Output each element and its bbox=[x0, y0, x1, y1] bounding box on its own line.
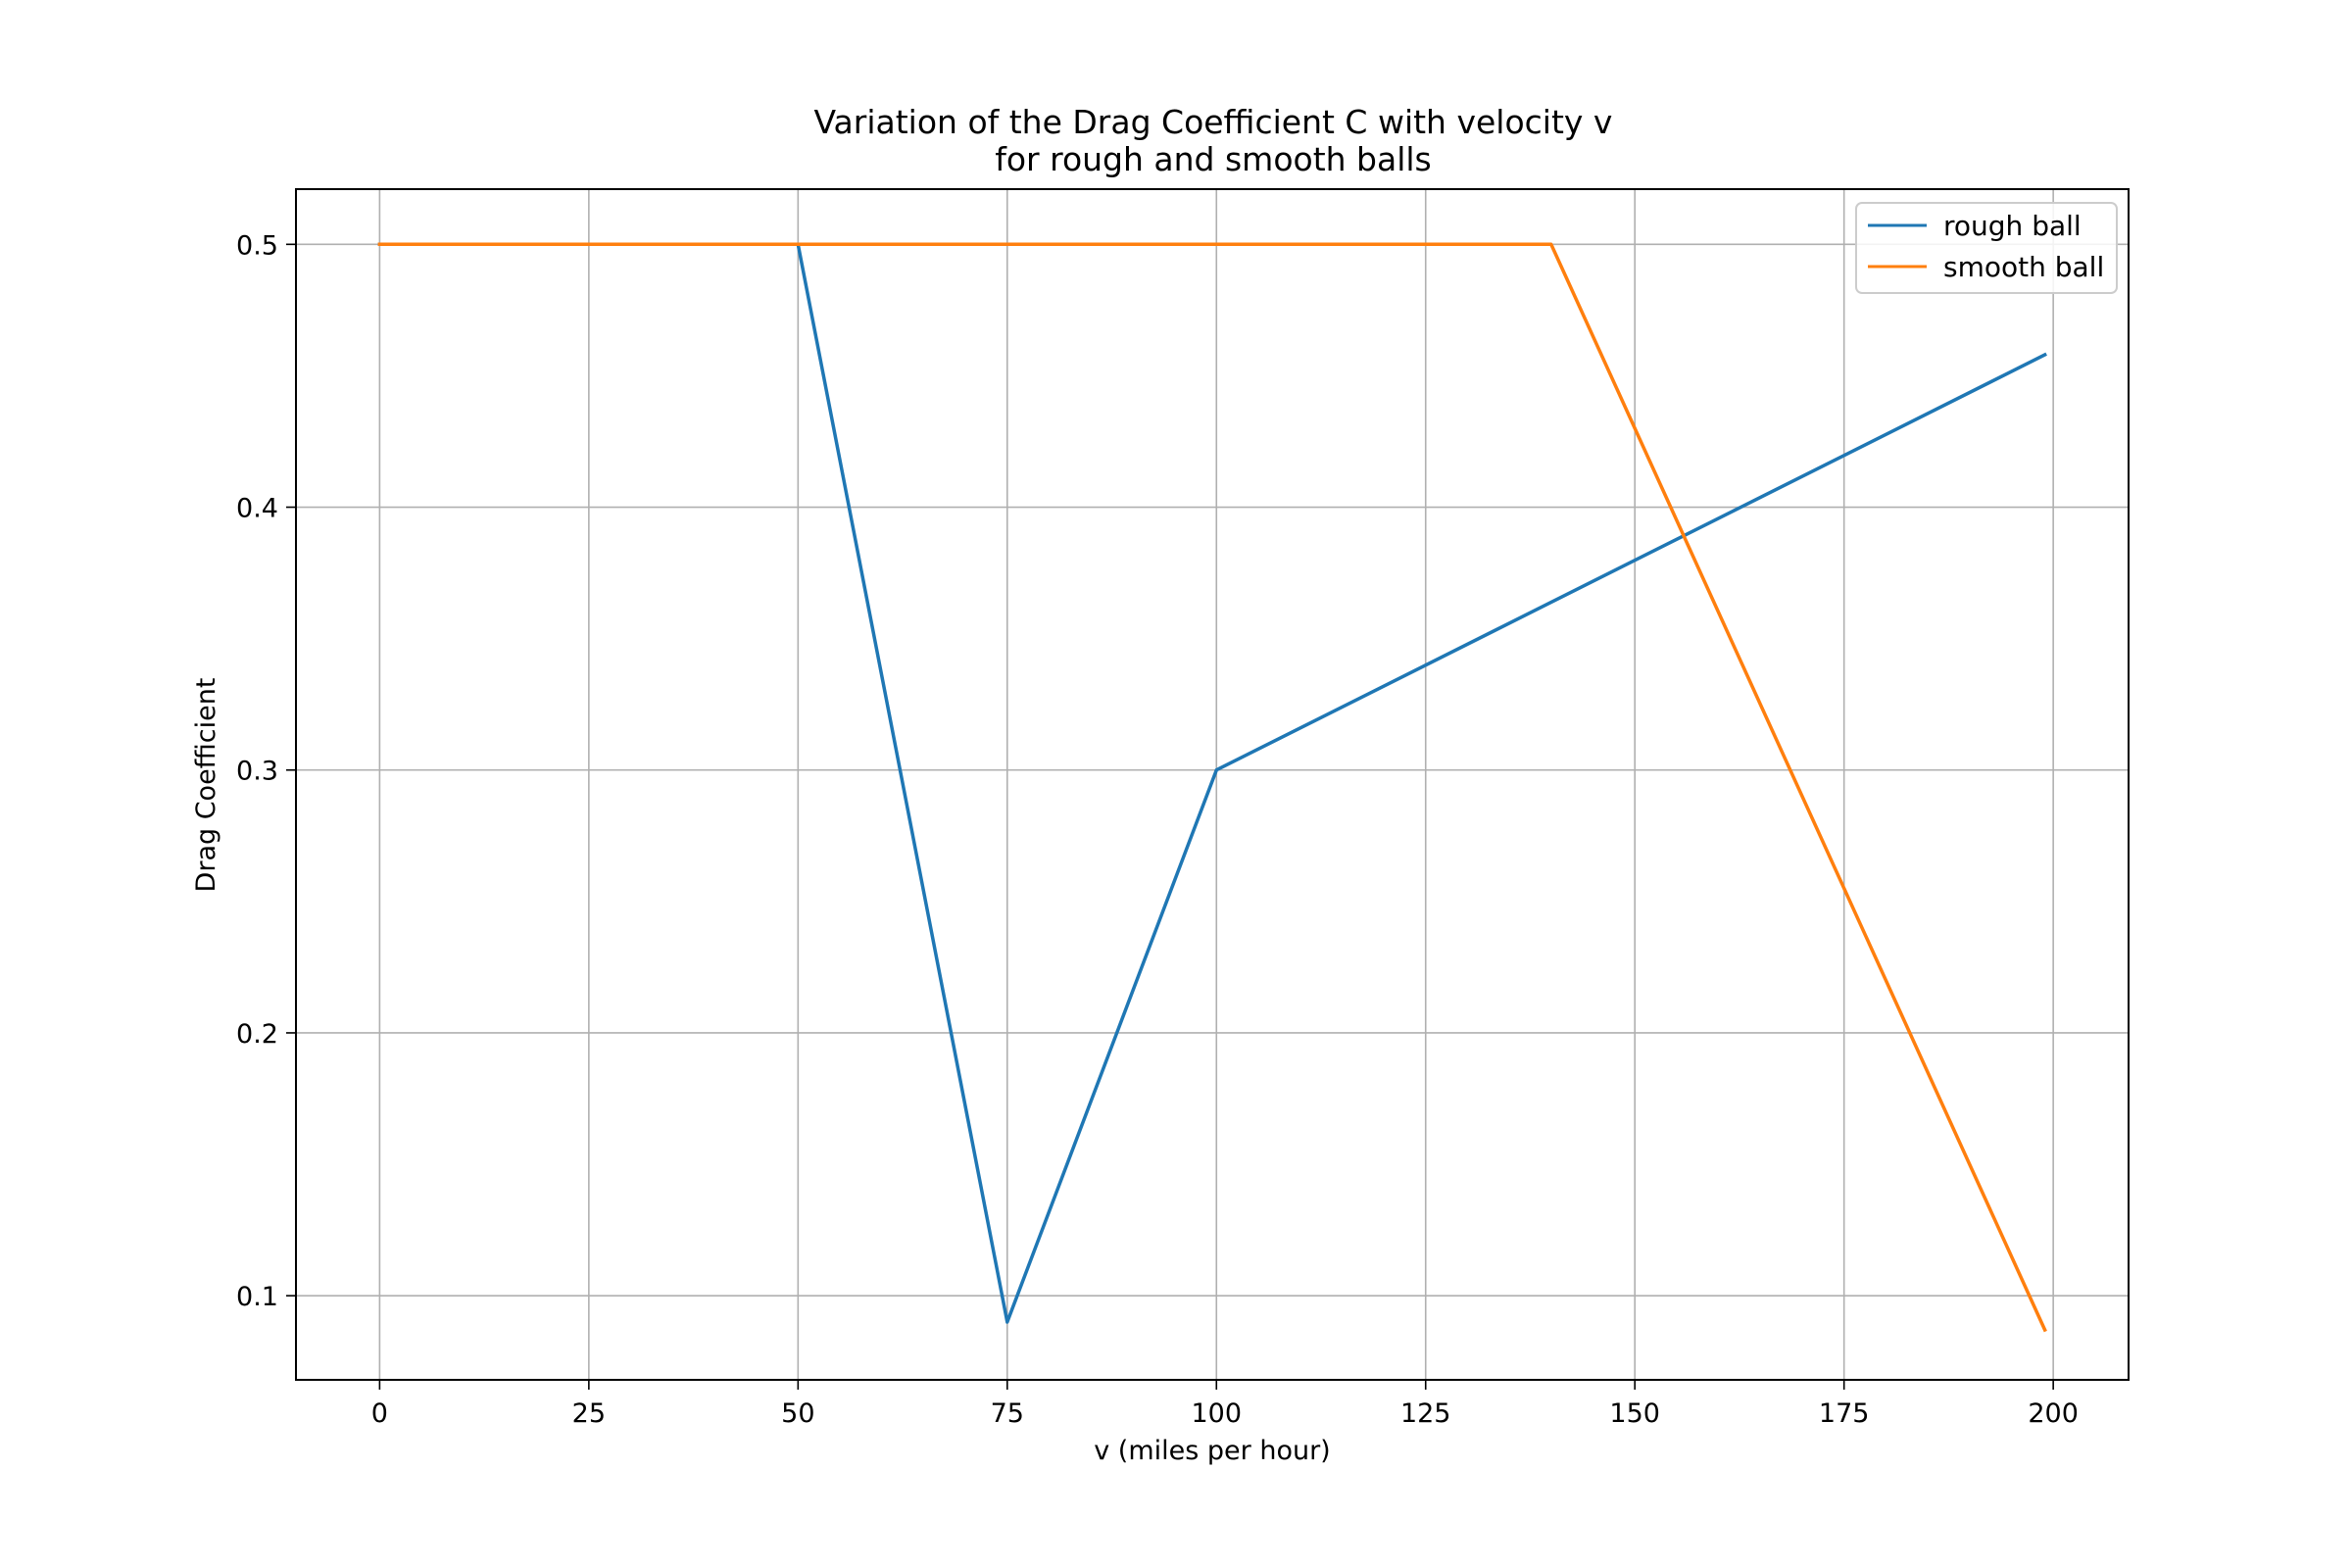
plot-frame bbox=[295, 188, 2130, 1381]
x-tick-label: 150 bbox=[1609, 1398, 1660, 1429]
x-axis-label: v (miles per hour) bbox=[1094, 1436, 1330, 1466]
legend-label-rough-ball: rough ball bbox=[1943, 210, 2082, 242]
y-tick-label: 0.1 bbox=[236, 1282, 278, 1312]
y-tick-label: 0.4 bbox=[236, 494, 278, 524]
legend: rough ball smooth ball bbox=[1855, 202, 2118, 294]
x-tick-label: 0 bbox=[371, 1398, 388, 1429]
chart-title-line-2: for rough and smooth balls bbox=[995, 140, 1432, 178]
y-tick-label: 0.3 bbox=[236, 757, 278, 787]
x-tick-label: 50 bbox=[781, 1398, 814, 1429]
x-tick-label: 125 bbox=[1400, 1398, 1451, 1429]
x-tick-label: 100 bbox=[1191, 1398, 1242, 1429]
y-tick-label: 0.2 bbox=[236, 1019, 278, 1050]
series-line-smooth-ball bbox=[377, 242, 2047, 1333]
axis-ticks: 0 25 50 75 100 125 150 175 200 0.1 0.2 0.3 0.4 0.5 bbox=[236, 230, 2079, 1429]
x-tick-label: 175 bbox=[1819, 1398, 1870, 1429]
x-tick-label: 200 bbox=[2028, 1398, 2079, 1429]
y-tick-label: 0.5 bbox=[236, 230, 278, 261]
legend-label-smooth-ball: smooth ball bbox=[1943, 251, 2104, 283]
x-tick-label: 75 bbox=[991, 1398, 1024, 1429]
y-axis-label: Drag Coefficient bbox=[191, 678, 221, 893]
series-lines bbox=[377, 242, 2047, 1333]
x-tick-label: 25 bbox=[572, 1398, 606, 1429]
chart-title-line-1: Variation of the Drag Coefficient C with… bbox=[814, 103, 1613, 141]
